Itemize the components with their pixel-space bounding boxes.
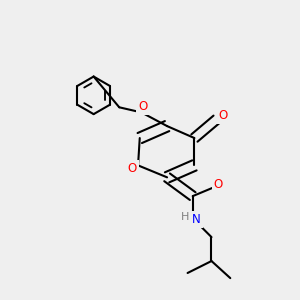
- Text: O: O: [218, 109, 227, 122]
- Text: O: O: [214, 178, 223, 191]
- Text: O: O: [139, 100, 148, 113]
- Text: O: O: [127, 162, 136, 175]
- Text: N: N: [192, 213, 200, 226]
- Text: H: H: [181, 212, 189, 222]
